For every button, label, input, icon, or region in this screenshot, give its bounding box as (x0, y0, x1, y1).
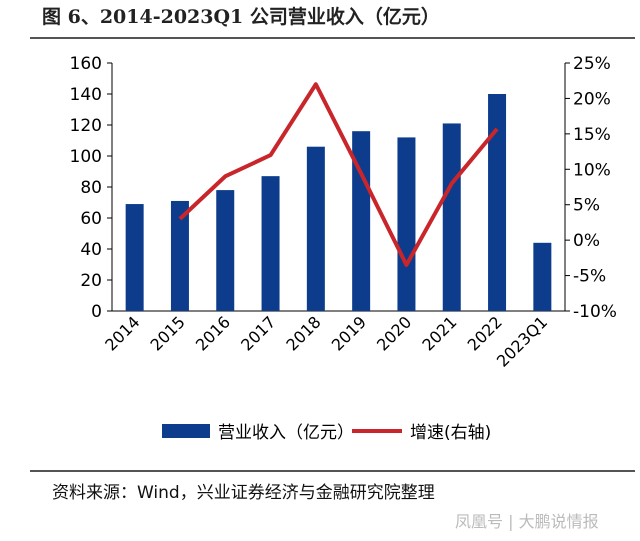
y-tick-label: 40 (80, 240, 102, 260)
y2-tick-label: 15% (573, 125, 611, 145)
y-tick-label: 120 (70, 116, 102, 136)
y2-tick-label: 10% (573, 160, 611, 180)
x-tick-label: 2016 (192, 312, 234, 354)
legend-bar-label: 营业收入（亿元） (218, 423, 354, 443)
bar-2018 (306, 146, 325, 311)
growth-line (178, 82, 499, 267)
chart-title: 图 6、2014-2023Q1 公司营业收入（亿元） (42, 6, 440, 28)
y-tick-label: 160 (70, 54, 102, 74)
source-note: 资料来源：Wind，兴业证券经济与金融研究院整理 (52, 483, 435, 503)
y2-tick-label: -10% (573, 302, 617, 322)
bar-2016 (216, 190, 235, 311)
x-tick-label: 2019 (328, 312, 370, 354)
y-tick-label: 100 (70, 147, 102, 167)
x-tick-label: 2018 (282, 312, 324, 354)
y2-tick-label: 20% (573, 89, 611, 109)
x-tick-label: 2020 (373, 312, 415, 354)
y2-tick-label: 25% (573, 54, 611, 74)
legend-line-label: 增速(右轴) (410, 423, 491, 443)
x-tick-label: 2017 (237, 312, 279, 354)
bar-2020 (397, 137, 416, 311)
bar-2022 (488, 94, 507, 311)
top-divider (30, 37, 635, 39)
y2-tick-label: 0% (573, 231, 600, 251)
x-tick-label: 2014 (101, 312, 143, 354)
y-tick-label: 140 (70, 85, 102, 105)
bottom-divider (30, 470, 635, 472)
legend-bar-swatch (162, 424, 210, 438)
bar-2014 (125, 204, 144, 311)
y-tick-label: 0 (91, 302, 102, 322)
x-tick-label: 2022 (464, 312, 506, 354)
watermark: 凤凰号 | 大鹏说情报 (455, 512, 599, 531)
y2-tick-label: -5% (573, 267, 606, 287)
x-tick-label: 2023Q1 (493, 312, 551, 370)
x-tick-label: 2015 (147, 312, 189, 354)
bar-2019 (352, 131, 371, 311)
bar-2017 (261, 176, 280, 311)
bar-2015 (170, 200, 189, 311)
bar-2021 (442, 123, 461, 311)
y-tick-label: 80 (80, 178, 102, 198)
bar-2023Q1 (533, 242, 552, 311)
y-tick-label: 20 (80, 271, 102, 291)
x-tick-label: 2021 (418, 312, 460, 354)
y-tick-label: 60 (80, 209, 102, 229)
chart: 0 20 40 60 80 100 120 140 160 -10% -5% 0% 5% 10% 15% 20… (70, 54, 617, 443)
y2-tick-label: 5% (573, 196, 600, 216)
